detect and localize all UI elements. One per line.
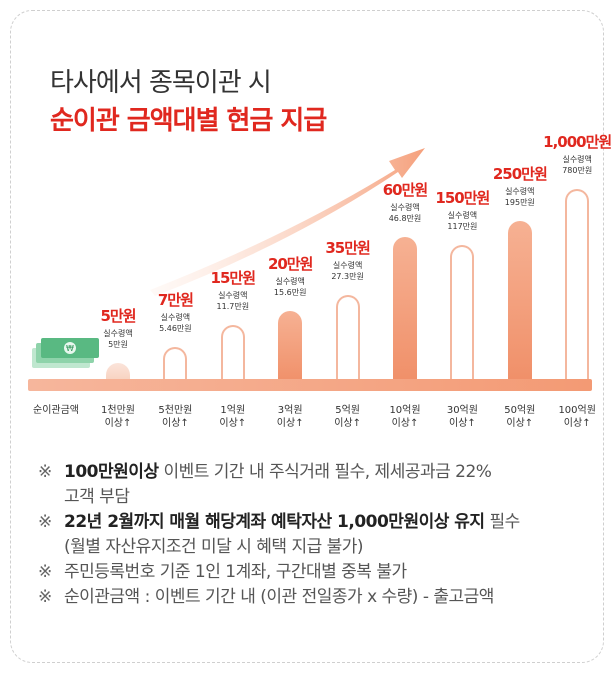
x-tick-label: 5천만원 이상↑ (158, 405, 193, 429)
heading-line1: 타사에서 종목이관 시 (50, 68, 272, 98)
x-tick-label: 1억원 이상↑ (219, 405, 247, 429)
bar-4 (278, 311, 303, 385)
note-mark: ※ (38, 587, 52, 607)
note-text: (월별 자산유지조건 미달 시 혜택 지급 불가) (64, 537, 364, 557)
bar-value-label: 20만원 (267, 255, 313, 273)
bar-9 (565, 189, 590, 385)
note-mark: ※ (38, 462, 52, 482)
bar-6 (393, 237, 417, 385)
bar-net-label: 실수령액 5.46만원 (159, 313, 192, 333)
x-tick-label: 30억원 이상↑ (446, 405, 478, 429)
note-bold: 100만원이상 (64, 462, 159, 482)
x-tick-label: 3억원 이상↑ (276, 405, 304, 429)
bar-value-label: 1,000만원 (543, 133, 612, 151)
bar-value-label: 5만원 (100, 307, 136, 325)
event-card (10, 10, 604, 663)
note-2-cont: (월별 자산유지조건 미달 시 혜택 지급 불가) (38, 535, 598, 560)
bar-net-label: 실수령액 46.8만원 (388, 203, 422, 223)
bar-8 (507, 221, 532, 385)
svg-text:₩: ₩ (66, 344, 74, 353)
bar-net-label: 실수령액 117만원 (447, 211, 478, 231)
bar-7 (450, 245, 475, 385)
bar-3 (220, 325, 245, 385)
x-tick-label: 5억원 이상↑ (334, 405, 361, 429)
bar-value-label: 15만원 (210, 269, 256, 287)
bar-value-label: 60만원 (382, 181, 428, 199)
chart-baseline (28, 379, 592, 391)
bar-value-label: 35만원 (325, 239, 370, 257)
note-4: ※ 순이관금액 : 이벤트 기간 내 (이관 전일종가 x 수량) - 출고금액 (38, 585, 598, 610)
bar-net-label: 실수령액 780만원 (562, 155, 593, 175)
bar-value-label: 7만원 (157, 291, 194, 309)
x-axis-title: 순이관금액 (33, 405, 79, 416)
bar-value-label: 150만원 (435, 189, 490, 207)
note-bold: 22년 2월까지 매월 해당계좌 예탁자산 1,000만원이상 유지 (64, 512, 485, 532)
bar-5 (335, 295, 360, 385)
note-2: ※ 22년 2월까지 매월 해당계좌 예탁자산 1,000만원이상 유지 필수 (38, 510, 598, 535)
note-mark: ※ (38, 562, 52, 582)
note-text: 필수 (484, 512, 520, 532)
note-text: 주민등록번호 기준 1인 1계좌, 구간대별 중복 불가 (64, 562, 407, 582)
notes: ※ 100만원이상 이벤트 기간 내 주식거래 필수, 제세공과금 22% 고객… (38, 460, 598, 610)
note-mark: ※ (38, 512, 52, 532)
bar-net-label: 실수령액 15.6만원 (273, 277, 307, 297)
x-tick-label: 1천만원 이상↑ (101, 405, 135, 429)
note-text: 순이관금액 : 이벤트 기간 내 (이관 전일종가 x 수량) - 출고금액 (64, 587, 494, 607)
bar-net-label: 실수령액 11.7만원 (216, 291, 250, 311)
bar-net-label: 실수령액 195만원 (504, 187, 535, 207)
bar-net-label: 실수령액 27.3만원 (331, 261, 364, 281)
bar-2 (163, 347, 188, 385)
x-tick-label: 100억원 이상↑ (558, 405, 596, 429)
note-3: ※ 주민등록번호 기준 1인 1계좌, 구간대별 중복 불가 (38, 560, 598, 585)
bar-net-label: 실수령액 5만원 (103, 329, 133, 349)
note-1-cont: 고객 부담 (38, 485, 598, 510)
cash-icon: ₩ (30, 336, 102, 374)
note-text: 고객 부담 (64, 487, 130, 507)
bar-value-label: 250만원 (492, 165, 548, 183)
note-1: ※ 100만원이상 이벤트 기간 내 주식거래 필수, 제세공과금 22% (38, 460, 598, 485)
x-tick-label: 10억원 이상↑ (389, 405, 421, 429)
heading-line2: 순이관 금액대별 현금 지급 (50, 106, 327, 136)
x-tick-label: 50억원 이상↑ (504, 405, 536, 429)
note-text: 이벤트 기간 내 주식거래 필수, 제세공과금 22% (158, 462, 492, 482)
